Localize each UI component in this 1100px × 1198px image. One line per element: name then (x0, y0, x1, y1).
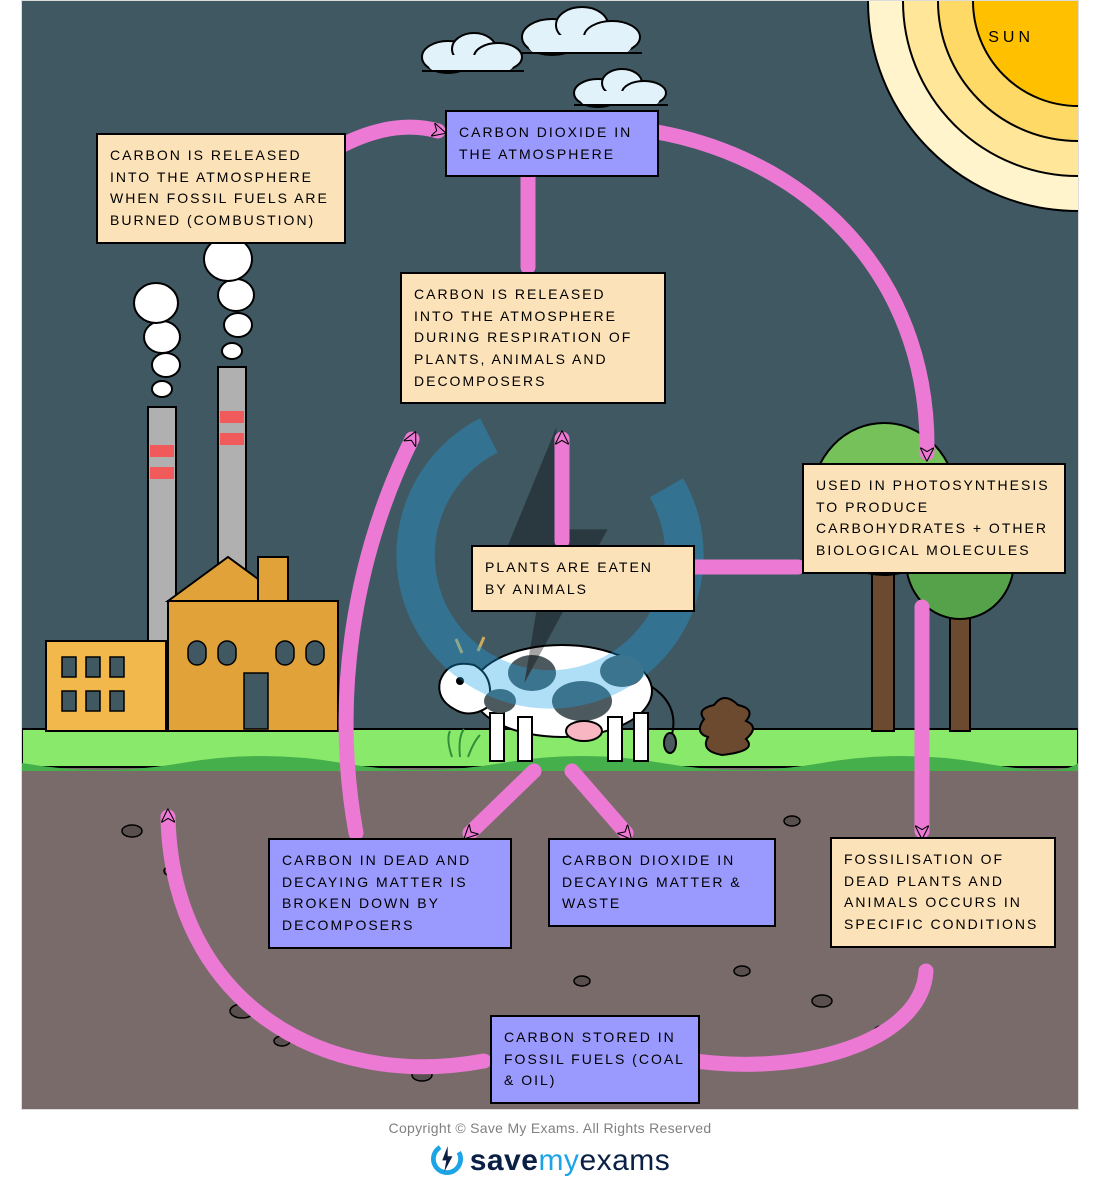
brand-part-3: exams (579, 1144, 670, 1177)
brand-part-1: save (470, 1144, 539, 1177)
box-fossil-fuels: CARBON STORED IN FOSSIL FUELS (COAL & OI… (490, 1015, 700, 1104)
box-respiration: CARBON IS RELEASED INTO THE ATMOSPHERE D… (400, 272, 666, 404)
box-decomposers: CARBON IN DEAD AND DECAYING MATTER IS BR… (268, 838, 512, 949)
arrow-cow-to-decomposers (470, 771, 534, 833)
arrow-fossilisation-to-fuels (682, 971, 926, 1064)
box-co2-atmosphere: CARBON DIOXIDE IN THE ATMOSPHERE (445, 110, 659, 177)
copyright-text: Copyright © Save My Exams. All Rights Re… (0, 1120, 1100, 1136)
box-decaying-waste: CARBON DIOXIDE IN DECAYING MATTER & WAST… (548, 838, 776, 927)
box-photosynthesis: USED IN PHOTOSYNTHESIS TO PRODUCE CARBOH… (802, 463, 1066, 574)
brand-logo: savemyexams (0, 1142, 1100, 1178)
arrow-decomposers-to-respiration (346, 439, 412, 833)
carbon-cycle-diagram: SUN CARBON IS RELEASED INTO THE ATMOSPHE… (21, 0, 1079, 1110)
brand-bolt-icon (430, 1142, 464, 1176)
arrow-atmos-to-photo (638, 129, 927, 453)
brand-part-2: my (538, 1144, 579, 1177)
box-combustion: CARBON IS RELEASED INTO THE ATMOSPHERE W… (96, 133, 346, 244)
box-fossilisation: FOSSILISATION OF DEAD PLANTS AND ANIMALS… (830, 837, 1056, 948)
box-plants-eaten: PLANTS ARE EATEN BY ANIMALS (471, 545, 695, 612)
arrow-cow-to-waste (572, 771, 626, 833)
sun-label: SUN (988, 29, 1034, 47)
